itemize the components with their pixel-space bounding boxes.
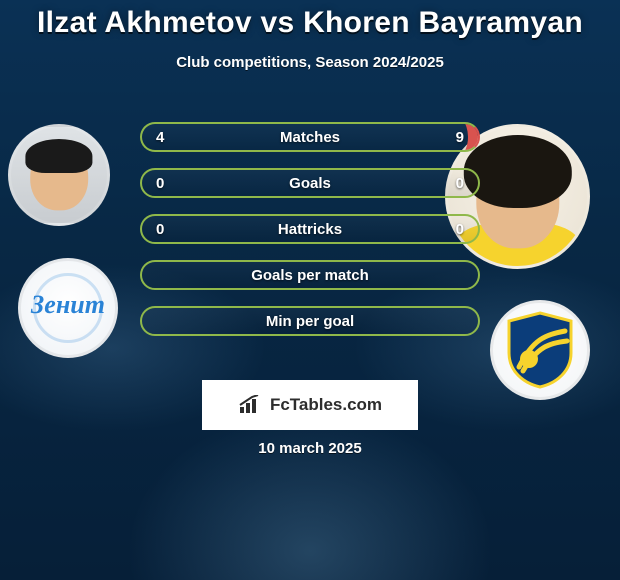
brand-badge: FcTables.com [202,380,418,430]
subtitle: Club competitions, Season 2024/2025 [0,54,620,71]
stat-row: Goals per match [140,260,480,290]
stat-label: Min per goal [142,313,478,330]
stat-row: 0Hattricks0 [140,214,480,244]
page-title: Ilzat Akhmetov vs Khoren Bayramyan [0,6,620,40]
stat-list: 4Matches9 0Goals0 0Hattricks0 Goals per mat… [140,122,480,352]
stat-row: Min per goal [140,306,480,336]
brand-text: FcTables.com [270,395,382,415]
stat-row: 0Goals0 [140,168,480,198]
stat-label: Goals per match [142,267,478,284]
stat-label: Matches [142,129,478,146]
avatar-hair [25,139,92,174]
bar-chart-icon [238,395,262,415]
stat-row: 4Matches9 [140,122,480,152]
shield-icon [505,311,575,389]
player1-club-badge: Зенит [18,258,118,358]
player1-avatar [8,124,110,226]
stat-label: Goals [142,175,478,192]
badge-ring [33,273,103,343]
date-label: 10 march 2025 [0,440,620,457]
comparison-card: Ilzat Akhmetov vs Khoren Bayramyan Club … [0,0,620,580]
player2-club-badge [490,300,590,400]
stat-label: Hattricks [142,221,478,238]
